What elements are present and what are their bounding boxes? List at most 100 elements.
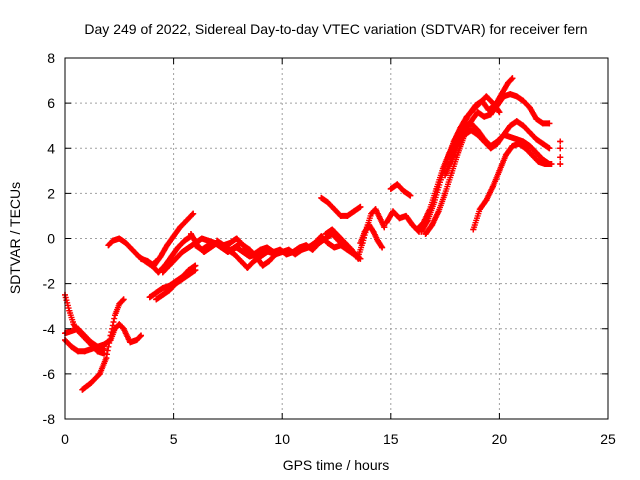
data-point [322,230,329,237]
data-point [520,122,527,129]
data-point [172,255,179,262]
data-point [387,185,394,192]
data-point [68,343,75,350]
data-point [507,133,514,140]
data-point [350,208,357,215]
data-point [546,120,553,127]
data-point [296,244,303,251]
data-point [283,251,290,258]
data-point [483,197,490,204]
data-point [509,142,516,149]
data-point [528,152,535,159]
y-tick-label: 6 [47,95,55,111]
data-point [505,79,512,86]
data-point [185,271,192,278]
series-arc-4 [79,296,127,393]
data-point [133,337,140,344]
data-point [348,246,355,253]
data-point [513,118,520,125]
data-point [502,152,509,159]
data-point [233,235,240,242]
data-point [522,145,529,152]
data-point [142,258,149,265]
series-trace [470,140,555,233]
data-point [316,240,323,247]
data-point [259,262,266,269]
data-point [442,172,449,179]
data-point [127,339,134,346]
series-arc-28 [470,140,555,233]
data-point [109,237,116,244]
data-point [224,246,231,253]
data-point [381,224,388,231]
data-point [400,188,407,195]
data-point [231,244,238,251]
data-point [111,312,118,319]
data-point [481,113,488,120]
data-point [214,237,221,244]
data-point [474,127,481,134]
data-point [187,230,194,237]
data-point [263,249,270,256]
y-tick-label: 0 [47,231,55,247]
data-point [181,237,188,244]
x-tick-label: 10 [274,431,290,447]
data-point [257,246,264,253]
data-point [407,192,414,199]
data-point [166,262,173,269]
y-tick-label: 8 [47,50,55,66]
data-point [170,233,177,240]
data-point [138,332,145,339]
series-arc-24 [418,93,503,235]
data-point [329,226,336,233]
data-point [246,246,253,253]
data-point [168,253,175,260]
data-point [539,120,546,127]
series-arc-13 [214,235,279,269]
data-point [190,210,197,217]
data-point [331,244,338,251]
data-point [476,100,483,107]
data-point [81,348,88,355]
data-point [470,226,477,233]
data-point [116,300,123,307]
data-point [557,145,564,152]
data-point [279,249,286,256]
data-point [496,167,503,174]
x-tick-label: 20 [492,431,508,447]
data-point [146,294,153,301]
data-point [542,161,549,168]
data-point [70,321,77,328]
data-point [337,212,344,219]
data-point [424,217,431,224]
data-point [455,133,462,140]
data-point [192,267,199,274]
data-point [489,100,496,107]
data-point [533,115,540,122]
series-arc-17 [322,226,362,262]
data-point [157,253,164,260]
data-point [489,183,496,190]
data-point [409,221,416,228]
data-point [461,131,468,138]
data-point [494,138,501,145]
y-tick-label: 4 [47,140,55,156]
data-point [138,255,145,262]
data-point [79,386,86,393]
data-point [324,240,331,247]
data-point [266,258,273,265]
data-point [396,215,403,222]
y-tick-label: -4 [43,321,56,337]
data-point [257,253,264,260]
data-point [476,206,483,213]
data-point [272,251,279,258]
data-point [507,91,514,98]
data-point [179,249,186,256]
data-point [422,230,429,237]
data-point [535,158,542,165]
x-tick-label: 5 [170,431,178,447]
data-point [205,242,212,249]
data-point [437,176,444,183]
series-trace [62,325,108,353]
